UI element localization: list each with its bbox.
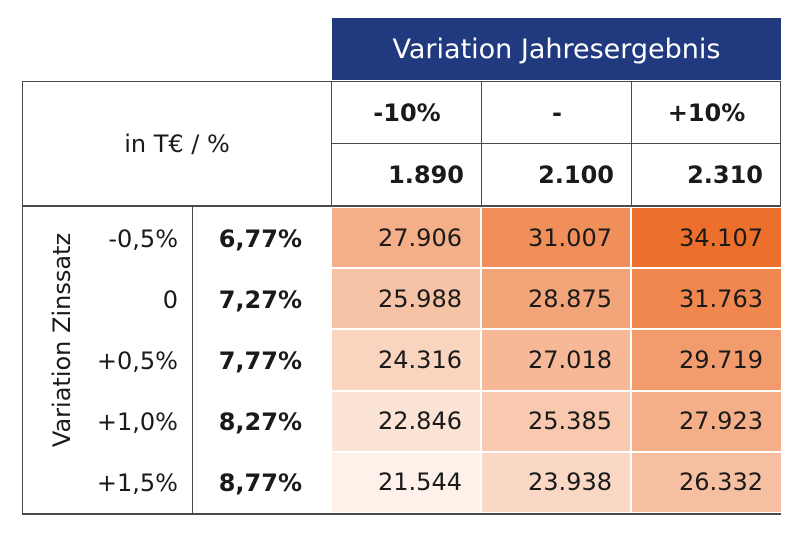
corner-right-border [331,81,332,206]
row-variation: +1,5% [96,469,178,498]
table-cell-value: 21.544 [332,452,482,514]
table-cell-value: 23.938 [482,452,632,514]
row-interest-rate: 8,77% [218,469,302,498]
row-variation: +1,0% [96,408,178,437]
table-cell-value: 26.332 [632,452,781,514]
header-mid-line [332,143,781,144]
header-top-line [22,81,781,82]
table-cell-value: 24.316 [332,330,482,392]
column-variation-2: - [552,99,562,127]
row-variation: 0 [162,285,178,314]
table-cell-value: 31.763 [632,269,781,331]
table-cell-value: 27.018 [482,330,632,392]
header-bottom-line [22,205,781,207]
column-variation-1: -10% [373,99,441,127]
column-value-1: 1.890 [388,161,464,189]
table-cell-value: 25.385 [482,391,632,453]
table-cell-value: 29.719 [632,330,781,392]
right-border [780,81,781,206]
row-axis-label: Variation Zinssatz [48,232,76,448]
corner-label: in T€ / % [124,130,230,158]
column-value-3: 2.310 [687,161,763,189]
row-variation: +0,5% [96,346,178,375]
table-bottom-line [22,513,781,515]
row-interest-rate: 7,27% [218,285,302,314]
table-cell-value: 27.906 [332,208,482,270]
column-variation-3: +10% [667,99,746,127]
column-value-2: 2.100 [538,161,614,189]
row-interest-rate: 6,77% [218,224,302,253]
rate-column-divider [192,206,193,514]
row-interest-rate: 8,27% [218,408,302,437]
row-variation: -0,5% [108,224,178,253]
col-divider-2 [631,81,632,206]
left-border [22,81,23,515]
table-cell-value: 31.007 [482,208,632,270]
table-cell-value: 22.846 [332,391,482,453]
table-cell-value: 25.988 [332,269,482,331]
table-cell-value: 27.923 [632,391,781,453]
table-cell-value: 34.107 [632,208,781,270]
table-cell-value: 28.875 [482,269,632,331]
column-group-header: Variation Jahresergebnis [332,18,781,80]
col-divider-1 [481,81,482,206]
row-interest-rate: 7,77% [218,346,302,375]
